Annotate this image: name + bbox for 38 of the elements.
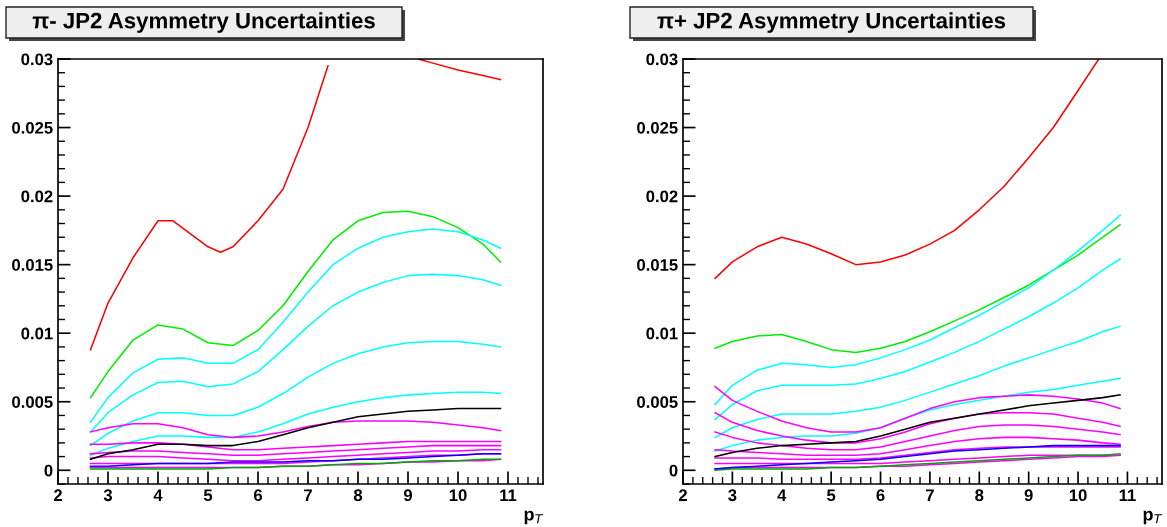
y-tick-label: 0.005 bbox=[12, 396, 53, 408]
x-tick-label: 9 bbox=[1024, 489, 1033, 502]
x-tick-label: 9 bbox=[403, 489, 413, 502]
y-tick-label: 0 bbox=[44, 464, 53, 477]
x-tick-label: 8 bbox=[353, 489, 363, 502]
x-tick-label: 4 bbox=[777, 489, 787, 501]
x-tick-label: 3 bbox=[728, 489, 737, 502]
x-tick-label: 10 bbox=[449, 489, 467, 502]
y-tick-label: 0.02 bbox=[646, 190, 678, 203]
x-tick-label: 4 bbox=[153, 489, 163, 501]
x-tick-label: 2 bbox=[53, 489, 62, 501]
x-tick-label: 8 bbox=[975, 489, 984, 502]
x-tick-label: 11 bbox=[500, 489, 517, 501]
y-tick-label: 0.015 bbox=[12, 259, 53, 271]
y-tick-label: 0.01 bbox=[21, 327, 53, 340]
x-tick-label: 3 bbox=[103, 489, 113, 502]
x-tick-label: 6 bbox=[876, 489, 885, 502]
y-tick-label: 0 bbox=[669, 464, 678, 477]
y-tick-label: 0.025 bbox=[12, 121, 53, 134]
chart-title: π+ JP2 Asymmetry Uncertainties bbox=[657, 12, 1006, 33]
y-tick-label: 0.01 bbox=[646, 327, 678, 340]
chart-title: π- JP2 Asymmetry Uncertainties bbox=[32, 12, 375, 33]
y-tick-label: 0.015 bbox=[637, 259, 678, 271]
x-tick-label: 5 bbox=[827, 489, 836, 502]
y-tick-label: 0.02 bbox=[21, 190, 53, 203]
x-tick-label: 5 bbox=[203, 489, 213, 502]
y-tick-label: 0.03 bbox=[646, 53, 678, 66]
x-tick-label: 7 bbox=[304, 489, 312, 501]
x-tick-label: 6 bbox=[253, 489, 263, 502]
x-tick-label: 10 bbox=[1069, 489, 1087, 502]
y-tick-label: 0.03 bbox=[21, 53, 53, 66]
x-axis-title: p$_{T}$ bbox=[1143, 510, 1163, 525]
x-axis-title: p$_{T}$ bbox=[524, 510, 544, 525]
x-tick-label: 2 bbox=[678, 489, 687, 501]
x-tick-label: 7 bbox=[925, 489, 934, 501]
y-tick-label: 0.005 bbox=[637, 396, 678, 408]
x-tick-label: 11 bbox=[1119, 489, 1136, 501]
y-tick-label: 0.025 bbox=[637, 121, 678, 134]
